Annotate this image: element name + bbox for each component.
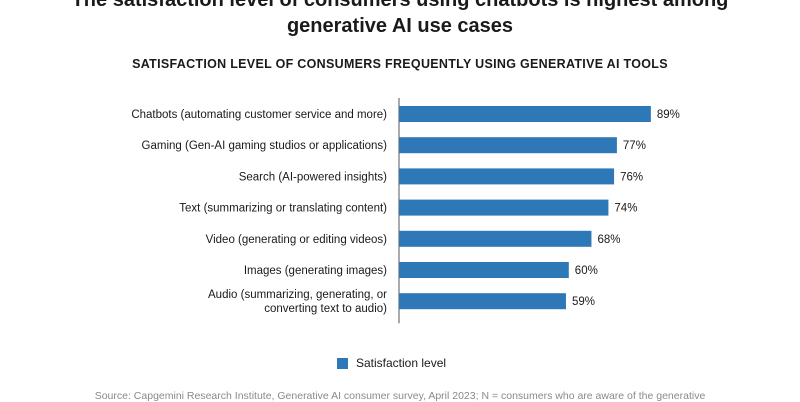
value-label-4: 68% (597, 234, 620, 246)
category-label-1: Gaming (Gen-AI gaming studios or applica… (142, 140, 388, 152)
bar-4 (399, 230, 592, 247)
category-label-6-line-1: converting text to audio) (264, 303, 387, 315)
value-label-6: 59% (572, 296, 595, 308)
bar-3 (399, 199, 609, 216)
value-label-5: 60% (575, 265, 598, 277)
bar-6 (399, 293, 566, 310)
legend-label: Satisfaction level (356, 356, 447, 370)
chart-legend: Satisfaction level (337, 356, 446, 370)
bar-1 (399, 137, 617, 154)
page-title-line-2: generative AI use cases (286, 15, 514, 37)
chart-title: SATISFACTION LEVEL OF CONSUMERS FREQUENT… (132, 57, 668, 71)
source-note: Source: Capgemini Research Institute, Ge… (94, 390, 706, 402)
category-label-2: Search (AI-powered insights) (239, 171, 387, 183)
page-title-line-1: The satisfaction level of consumers usin… (71, 0, 729, 11)
value-label-3: 74% (614, 203, 637, 215)
bar-5 (399, 262, 569, 278)
value-label-0: 89% (657, 109, 680, 121)
value-label-1: 77% (623, 140, 646, 152)
bar-0 (399, 106, 651, 122)
category-label-0: Chatbots (automating customer service an… (131, 109, 387, 121)
legend-swatch (337, 357, 348, 369)
category-label-3: Text (summarizing or translating content… (179, 203, 387, 215)
category-label-6-line-0: Audio (summarizing, generating, or (208, 289, 387, 301)
category-label-4: Video (generating or editing videos) (206, 234, 388, 246)
bar-2 (399, 168, 615, 185)
value-label-2: 76% (620, 171, 643, 183)
category-label-5: Images (generating images) (244, 265, 387, 277)
